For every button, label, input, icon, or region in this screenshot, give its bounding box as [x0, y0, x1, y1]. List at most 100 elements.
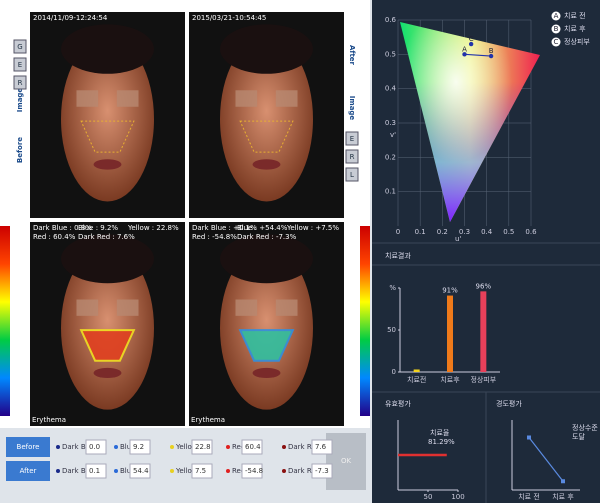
line: [528, 437, 564, 482]
mouth: [93, 367, 122, 379]
cell-name: Blue: [120, 443, 136, 451]
roi-map: [238, 329, 295, 362]
row-header: [6, 461, 50, 481]
y-tick-label: 0: [392, 368, 396, 376]
x-tick-label: 0.3: [459, 228, 470, 236]
y-tick-label: 0.5: [385, 50, 396, 58]
cell-value: 54.4: [133, 467, 149, 475]
stat-text: Dark Red : -7.3%: [237, 233, 297, 241]
stat-text: Yellow : +7.5%: [286, 224, 339, 232]
color-scale-right: [360, 226, 370, 416]
cell-box: [241, 439, 263, 455]
stat-text: Blue : +54.4%: [237, 224, 288, 232]
mode-button-label: E: [350, 135, 354, 143]
image-label: Image: [16, 88, 24, 113]
value-label: 96%: [476, 282, 492, 290]
timestamp: 2014/11/09-12:24:54: [33, 14, 108, 22]
mode-button[interactable]: [13, 39, 27, 54]
cell-value: 7.5: [195, 467, 206, 475]
x-tick-label: 0.5: [503, 228, 514, 236]
bar: [480, 291, 487, 372]
after-label: After: [348, 45, 356, 66]
eye-blur: [275, 90, 298, 107]
x-tick-label: 0: [396, 228, 400, 236]
swatch: [56, 469, 60, 473]
legend-key-bg: [551, 37, 561, 47]
ok-button[interactable]: [326, 433, 366, 490]
cell-value: 9.2: [133, 443, 144, 451]
y-axis-label: v': [390, 131, 396, 139]
legend-label: 정상피부: [564, 37, 590, 46]
cell-name: Blue: [120, 467, 136, 475]
cell-box: [191, 463, 213, 479]
cell-box: [311, 463, 333, 479]
cell-name: Yellow: [175, 467, 198, 475]
cell-value: -54.8: [245, 467, 263, 475]
x-tick-label: 0.1: [415, 228, 426, 236]
legend-key-bg: [551, 11, 561, 21]
stat-text: Dark Red : 7.6%: [78, 233, 135, 241]
y-tick-label: 0.3: [385, 119, 396, 127]
stat-text: Blue : 9.2%: [78, 224, 118, 232]
cell-name: Dark Blue: [62, 467, 96, 475]
point: [527, 435, 531, 440]
cell-box: [129, 439, 151, 455]
point-key: A: [462, 45, 467, 53]
cell-value: 0.0: [89, 443, 100, 451]
hair: [61, 24, 154, 74]
stat-text: Dark Blue : 0.8%: [33, 224, 92, 232]
swatch: [226, 469, 230, 473]
x-tick-label: 50: [424, 493, 433, 501]
cell-value: 0.1: [89, 467, 100, 475]
legend-key: B: [554, 25, 559, 33]
mode-button-label: L: [350, 171, 354, 179]
legend-key: C: [554, 38, 559, 46]
cell-box: [129, 463, 151, 479]
cell-box: [241, 463, 263, 479]
face: [61, 246, 154, 410]
eye-blur: [235, 299, 258, 316]
row-label: After: [20, 467, 37, 475]
legend-key-bg: [551, 24, 561, 34]
legend-key: A: [554, 12, 559, 20]
x-tick-label: 0.6: [525, 228, 537, 236]
swatch: [282, 445, 286, 449]
before-label: Before: [16, 137, 24, 163]
hair: [220, 234, 313, 284]
x-tick-label: 0.4: [481, 228, 493, 236]
eye-blur: [116, 299, 139, 316]
cell-value: 22.8: [195, 443, 211, 451]
x-tick-label: 정상피부: [470, 375, 496, 384]
cell-name: Red: [232, 443, 245, 451]
point: [561, 479, 565, 484]
eye-blur: [76, 299, 99, 316]
swatch: [170, 445, 174, 449]
mode-button[interactable]: [13, 75, 27, 90]
mode-button-label: R: [350, 153, 355, 161]
eye-blur: [116, 90, 139, 107]
cell-name: Dark Red: [288, 443, 320, 451]
panel-title: 치료결과: [385, 251, 411, 260]
face: [61, 36, 154, 202]
point-key: B: [489, 47, 494, 55]
point: [462, 52, 467, 57]
erythema-label: Erythema: [191, 416, 225, 424]
mode-button[interactable]: [345, 167, 359, 182]
y-tick-label: 0.1: [385, 188, 396, 196]
eye-blur: [275, 299, 298, 316]
point-key: C: [469, 35, 474, 43]
mode-button-label: G: [17, 43, 22, 51]
panel-title: 경도평가: [496, 399, 522, 408]
legend-label: 치료 전: [564, 11, 586, 20]
y-tick-label: %: [389, 284, 396, 292]
color-scale-left: [0, 226, 10, 416]
mode-button-label: R: [18, 79, 23, 87]
mode-button[interactable]: [13, 57, 27, 72]
mode-button[interactable]: [345, 149, 359, 164]
mode-button[interactable]: [345, 131, 359, 146]
rate-value: 81.29%: [428, 438, 455, 446]
bar: [413, 369, 420, 372]
x-axis-label: u': [455, 235, 461, 243]
x-tick-label: 100: [451, 493, 464, 501]
